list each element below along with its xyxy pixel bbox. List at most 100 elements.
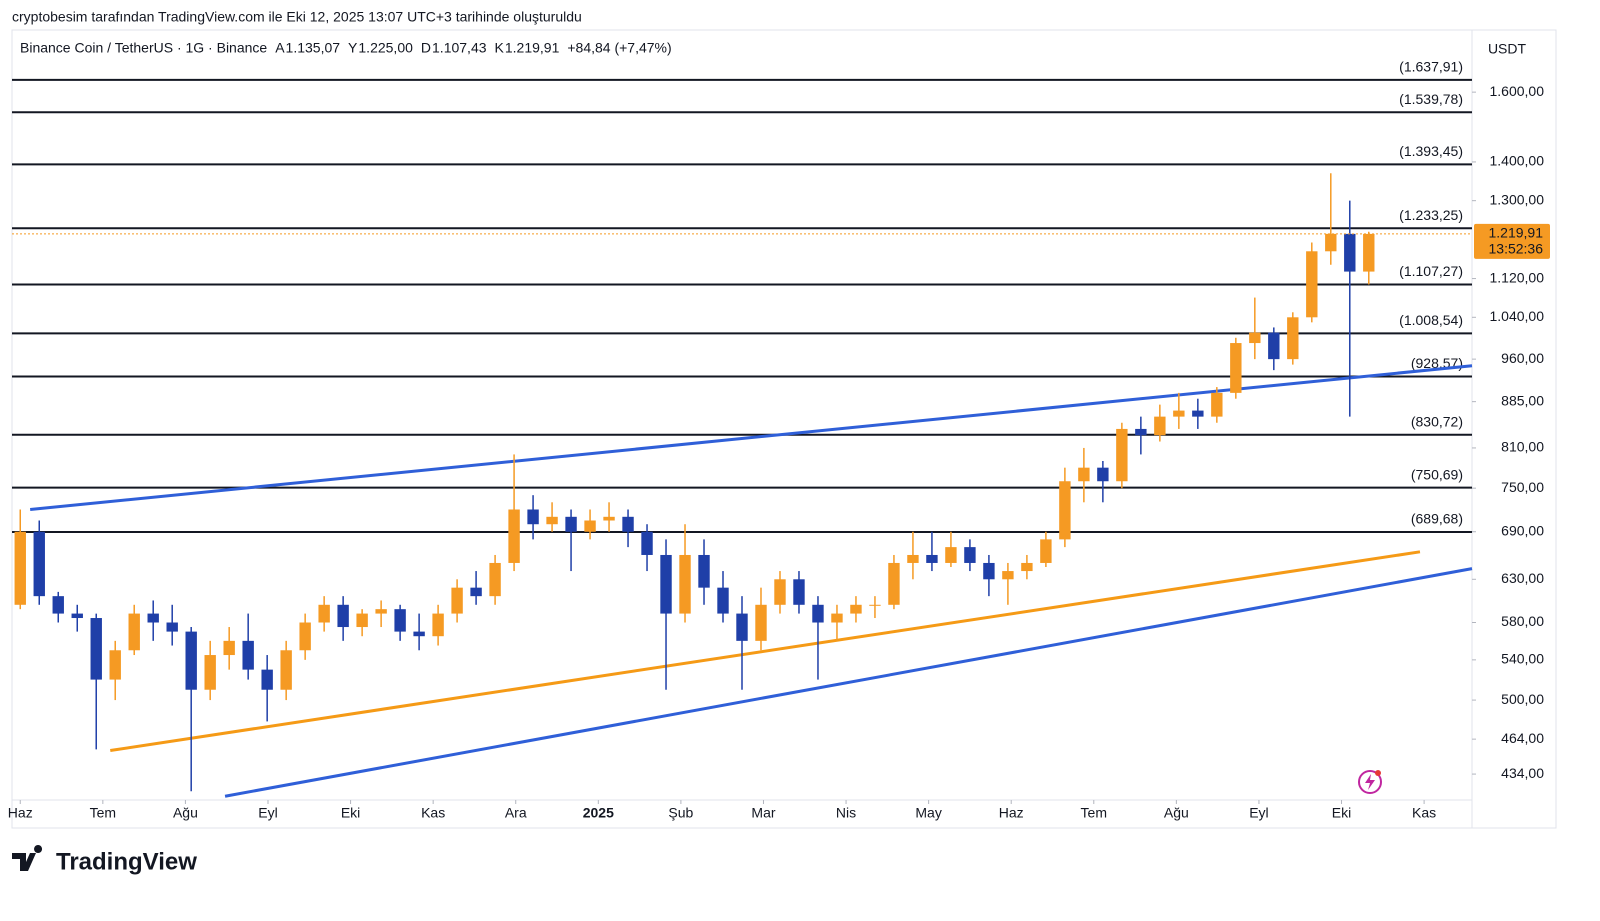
- frame: [11, 29, 1557, 829]
- candle-body: [907, 554, 919, 563]
- candle-body: [945, 547, 957, 563]
- x-tick-label: Kas: [421, 805, 445, 821]
- candle-body: [1135, 428, 1147, 436]
- candle-body: [223, 640, 235, 656]
- candle-body: [1363, 233, 1375, 272]
- x-tick-label: Şub: [668, 805, 693, 821]
- candle-body: [413, 631, 425, 637]
- candle-body: [489, 562, 501, 597]
- level-label: (689,68): [1411, 511, 1463, 527]
- candle-body: [736, 613, 748, 641]
- x-tick-label: Ağu: [1164, 805, 1189, 821]
- x-tick-label: Ağu: [173, 805, 198, 821]
- candle-body: [1306, 251, 1318, 318]
- candle-body: [1287, 317, 1299, 360]
- ohlc-value: 1.219,91: [505, 40, 560, 56]
- currency: USDT: [1488, 41, 1527, 57]
- y-tick-label: 1.120,00: [1490, 269, 1545, 285]
- candle-body: [603, 516, 615, 521]
- y-tick-label: 1.600,00: [1490, 83, 1545, 99]
- trendline: [110, 550, 1421, 753]
- candle-body: [1325, 233, 1337, 252]
- brand: TradingView: [56, 848, 197, 875]
- candle-body: [565, 516, 577, 532]
- candle-body: [983, 562, 995, 580]
- candle-body: [1192, 410, 1204, 417]
- candle-body: [508, 509, 520, 563]
- y-tick-label: 630,00: [1501, 570, 1544, 586]
- candle-body: [356, 613, 368, 628]
- level-label: (750,69): [1411, 466, 1463, 482]
- x-tick-label: Eyl: [258, 805, 277, 821]
- candle-body: [1344, 233, 1356, 272]
- candle-body: [774, 579, 786, 605]
- candle-body: [1002, 571, 1014, 580]
- y-tick-label: 434,00: [1501, 765, 1544, 781]
- candle-body: [432, 613, 444, 637]
- ohlc-key: K: [495, 40, 505, 56]
- price-tag: [1474, 223, 1550, 259]
- level-label: (1.107,27): [1399, 263, 1463, 279]
- candle-body: [299, 622, 311, 651]
- ohlc-key: Y: [348, 40, 358, 56]
- candle-body: [337, 604, 349, 628]
- candle-body: [660, 554, 672, 614]
- candle-body: [717, 587, 729, 614]
- y-tick-label: 500,00: [1501, 691, 1544, 707]
- logo: TradingView: [12, 845, 197, 875]
- x-tick-label: Haz: [999, 805, 1024, 821]
- candle-body: [147, 613, 159, 623]
- candle-body: [679, 554, 691, 614]
- candle-body: [166, 622, 178, 632]
- candle-body: [888, 562, 900, 605]
- candle-body: [1021, 562, 1033, 572]
- ohlc-key: D: [421, 40, 431, 56]
- x-tick-label: Tem: [1081, 805, 1107, 821]
- y-tick-label: 540,00: [1501, 651, 1544, 667]
- change: +84,84 (+7,47%): [567, 40, 671, 56]
- x-tick-label: Ara: [505, 805, 527, 821]
- candle-body: [128, 613, 140, 651]
- candle-body: [470, 587, 482, 597]
- level-label: (830,72): [1411, 413, 1463, 429]
- candle-body: [204, 655, 216, 690]
- candle-body: [1211, 392, 1223, 417]
- candle-body: [451, 587, 463, 614]
- ohlc-value: 1.225,00: [358, 40, 413, 56]
- y-tick-label: 1.040,00: [1490, 308, 1545, 324]
- x-tick-label: Eyl: [1249, 805, 1268, 821]
- level-label: (1.008,54): [1399, 312, 1463, 328]
- candle-body: [964, 547, 976, 563]
- x-tick-label: Eki: [341, 805, 360, 821]
- y-tick-label: 750,00: [1501, 479, 1544, 495]
- level-label: (1.637,91): [1399, 59, 1463, 75]
- candle-body: [375, 609, 387, 614]
- candle-body: [318, 604, 330, 623]
- caption: cryptobesim tarafından TradingView.com i…: [12, 9, 582, 25]
- candle-body: [71, 613, 83, 619]
- candle-body: [185, 631, 197, 690]
- header: Binance Coin / TetherUS · 1G · Binance A…: [20, 40, 672, 56]
- candle-body: [698, 554, 710, 588]
- level-label: (1.393,45): [1399, 143, 1463, 159]
- candle-body: [1249, 332, 1261, 344]
- candle-body: [831, 613, 843, 623]
- candle-body: [261, 669, 273, 690]
- x-tick-label: 2025: [583, 805, 614, 821]
- y-tick-label: 885,00: [1501, 392, 1544, 408]
- y-tick-label: 1.300,00: [1490, 191, 1545, 207]
- symbol: Binance Coin / TetherUS · 1G · Binance: [20, 40, 267, 56]
- trendline: [224, 567, 1473, 798]
- ohlc-value: 1.135,07: [286, 40, 341, 56]
- candle-body: [1154, 416, 1166, 436]
- candle-body: [546, 516, 558, 525]
- candle-body: [1059, 481, 1071, 540]
- candle-body: [14, 531, 26, 605]
- bolt-icon: [1358, 770, 1382, 794]
- level-label: (1.233,25): [1399, 207, 1463, 223]
- candle-body: [812, 604, 824, 623]
- y-tick-label: 580,00: [1501, 613, 1544, 629]
